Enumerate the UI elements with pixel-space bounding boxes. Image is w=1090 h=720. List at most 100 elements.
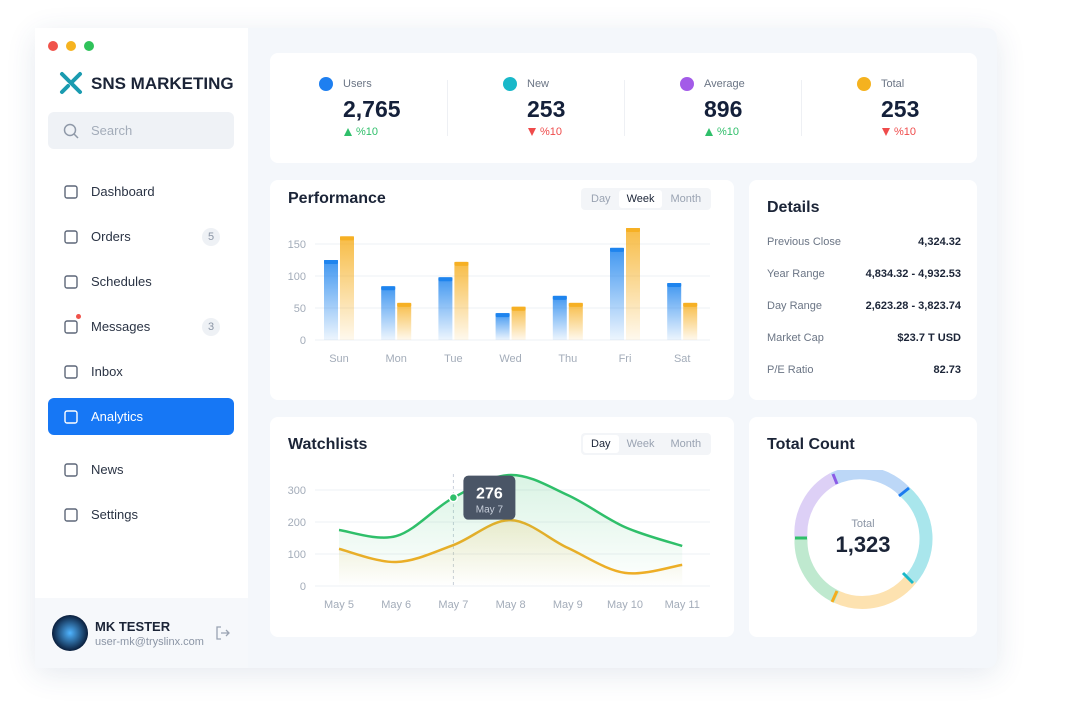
y-tick-label: 100 bbox=[288, 271, 306, 283]
nav-badge: 5 bbox=[202, 227, 220, 246]
bar bbox=[667, 283, 682, 340]
total-count-panel: Total Count Total 1,323 bbox=[749, 417, 977, 637]
x-tick-label: May 7 bbox=[438, 599, 468, 611]
detail-label: Day Range bbox=[767, 300, 823, 312]
tab[interactable]: Day bbox=[583, 435, 619, 453]
bar-cap bbox=[397, 302, 412, 307]
stat-change: %10 bbox=[894, 126, 917, 138]
nav-item[interactable]: Orders 5 bbox=[48, 218, 234, 255]
icon-shape bbox=[319, 77, 333, 91]
tab[interactable]: Week bbox=[618, 190, 663, 208]
panel-title: Performance bbox=[288, 190, 386, 207]
tab[interactable]: Month bbox=[670, 193, 702, 205]
stat-icon bbox=[319, 77, 333, 91]
logo bbox=[60, 72, 82, 94]
bar-cap bbox=[626, 228, 640, 232]
x-tick-label: Fri bbox=[619, 353, 632, 365]
icon-shape bbox=[64, 184, 78, 199]
nav-item[interactable]: Inbox bbox=[48, 353, 234, 390]
nav-item[interactable]: Analytics bbox=[48, 398, 234, 435]
bar bbox=[324, 260, 338, 340]
nav-icon bbox=[64, 319, 78, 334]
bar-cap bbox=[495, 313, 510, 318]
bar bbox=[568, 302, 583, 340]
logout-icon[interactable] bbox=[215, 626, 231, 640]
nav-item[interactable]: News bbox=[48, 451, 234, 488]
bar-cap bbox=[683, 302, 698, 307]
search-box[interactable]: Search bbox=[48, 112, 234, 149]
bar bbox=[381, 286, 396, 340]
nav-badge: 3 bbox=[202, 317, 220, 336]
bar-cap bbox=[610, 247, 624, 252]
x-tick-label: Sat bbox=[674, 353, 691, 365]
x-tick-label: May 11 bbox=[665, 599, 700, 611]
bar-cap bbox=[568, 302, 583, 307]
bar bbox=[454, 261, 469, 340]
icon-shape bbox=[64, 274, 78, 289]
line bbox=[338, 473, 683, 548]
bar bbox=[397, 302, 412, 340]
icon-shape bbox=[680, 77, 694, 91]
bar-cap bbox=[454, 261, 469, 266]
icon-shape bbox=[528, 128, 536, 136]
icon-shape bbox=[64, 364, 78, 379]
nav-item[interactable]: Dashboard bbox=[48, 173, 234, 210]
nav-label: Inbox bbox=[91, 364, 123, 379]
nav-item[interactable]: Schedules bbox=[48, 263, 234, 300]
stat-change: %10 bbox=[356, 126, 379, 138]
detail-value: 4,324.32 bbox=[918, 236, 961, 248]
detail-label: Year Range bbox=[767, 268, 825, 280]
bar-cap bbox=[340, 236, 354, 241]
x-tick-label: May 10 bbox=[607, 599, 643, 611]
bar bbox=[495, 313, 510, 340]
tooltip bbox=[463, 475, 516, 520]
stat-icon bbox=[857, 77, 871, 91]
x-tick-label: Mon bbox=[385, 353, 406, 365]
tab[interactable]: Day bbox=[591, 193, 611, 205]
nav-icon bbox=[64, 409, 78, 424]
performance-chart: 0 50 100 150 Sun Mon Tue Wed Thu Fri Sat bbox=[288, 228, 710, 365]
unread-dot bbox=[76, 314, 81, 319]
detail-value: 82.73 bbox=[933, 364, 961, 376]
bar-cap bbox=[438, 277, 453, 282]
panel-title: Watchlists bbox=[288, 436, 368, 453]
search-placeholder: Search bbox=[91, 123, 133, 138]
nav-icon bbox=[64, 462, 78, 477]
stat-label: Users bbox=[343, 78, 372, 90]
y-tick-label: 50 bbox=[294, 303, 306, 315]
icon-shape bbox=[64, 507, 78, 522]
tab[interactable]: Month bbox=[670, 438, 702, 450]
bar-cap bbox=[667, 283, 682, 288]
trend-icon bbox=[528, 128, 536, 136]
x-tick-label: May 6 bbox=[381, 599, 411, 611]
nav-icon bbox=[64, 229, 78, 244]
donut-label: Total bbox=[851, 518, 875, 530]
detail-label: P/E Ratio bbox=[767, 364, 814, 376]
detail-value: 2,623.28 - 3,823.74 bbox=[865, 300, 961, 312]
divider bbox=[801, 80, 802, 136]
bar bbox=[340, 236, 354, 340]
x-tick-label: May 9 bbox=[553, 599, 583, 611]
nav-label: Messages bbox=[91, 319, 151, 334]
nav-item[interactable]: Messages 3 bbox=[48, 308, 234, 345]
avatar bbox=[52, 615, 88, 651]
user-footer: MK TESTER user-mk@tryslinx.com bbox=[35, 598, 248, 668]
trend-icon bbox=[705, 128, 713, 136]
stat-value: 2,765 bbox=[343, 96, 401, 122]
nav-label: Analytics bbox=[91, 409, 144, 424]
bar-cap bbox=[324, 260, 338, 264]
nav-icon bbox=[64, 364, 78, 379]
stat-label: New bbox=[527, 78, 550, 90]
tabs: Day Week Month bbox=[581, 433, 712, 455]
bar bbox=[683, 302, 698, 340]
nav-label: Orders bbox=[91, 229, 131, 244]
tooltip-label: May 7 bbox=[476, 505, 504, 516]
y-tick-label: 200 bbox=[288, 517, 306, 529]
y-tick-label: 0 bbox=[300, 581, 306, 593]
y-tick-label: 100 bbox=[288, 549, 306, 561]
icon-shape bbox=[882, 128, 890, 136]
nav-item[interactable]: Settings bbox=[48, 496, 234, 533]
nav-label: Schedules bbox=[91, 274, 152, 289]
tab[interactable]: Week bbox=[626, 438, 655, 450]
